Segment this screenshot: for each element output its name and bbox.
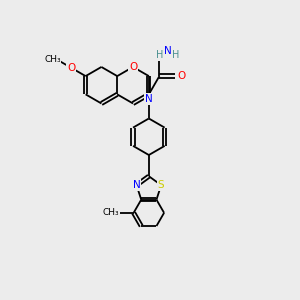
Text: S: S bbox=[158, 180, 164, 190]
Text: O: O bbox=[129, 62, 137, 72]
Text: CH₃: CH₃ bbox=[102, 208, 119, 217]
Text: H: H bbox=[172, 50, 179, 60]
Text: N: N bbox=[133, 180, 140, 190]
Text: H: H bbox=[156, 50, 163, 60]
Text: O: O bbox=[67, 63, 75, 73]
Text: N: N bbox=[164, 46, 172, 56]
Text: N: N bbox=[145, 94, 153, 104]
Text: O: O bbox=[177, 71, 185, 81]
Text: CH₃: CH₃ bbox=[44, 55, 61, 64]
